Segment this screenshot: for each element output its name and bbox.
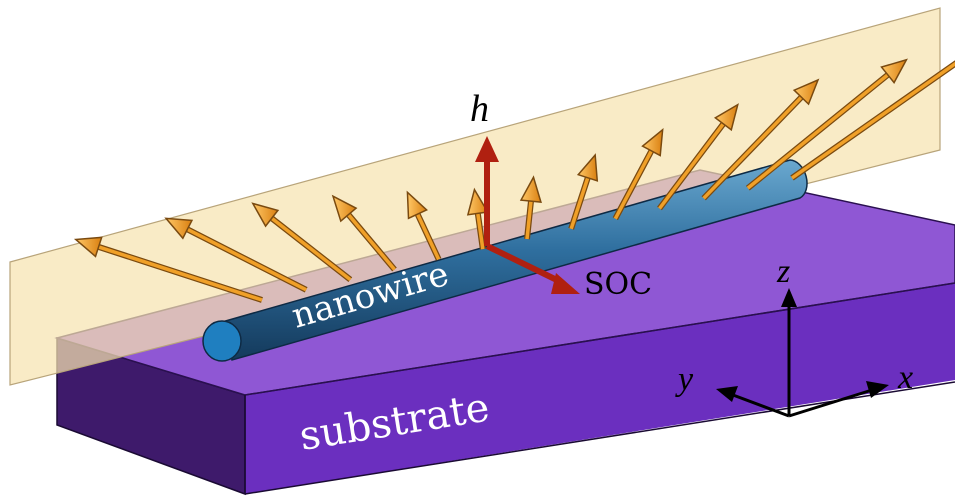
spin-arrow <box>466 187 489 250</box>
spin-arrow <box>331 194 397 272</box>
coordinate-axes <box>716 288 889 418</box>
label-soc: SOC <box>584 267 652 302</box>
spin-arrow <box>164 217 308 293</box>
label-axis-x: x <box>897 359 913 396</box>
spin-arrow <box>251 202 353 283</box>
z-axis-arrowhead <box>781 288 797 307</box>
spin-arrow <box>790 60 955 181</box>
x-axis-arrowhead <box>866 381 889 398</box>
spin-arrow <box>612 127 664 221</box>
label-axis-z: z <box>776 253 790 290</box>
spin-arrow <box>73 236 263 303</box>
soc-arrow <box>485 243 580 294</box>
nanowire-end-cap <box>202 320 242 362</box>
spin-arrows <box>73 58 955 303</box>
spin-arrow <box>568 153 599 230</box>
spin-arrow <box>657 103 739 211</box>
label-axis-y: y <box>675 361 694 398</box>
label-field-h: h <box>470 88 489 130</box>
field-arrow <box>475 136 499 246</box>
spin-arrow <box>519 175 542 240</box>
spin-arrow <box>406 190 442 261</box>
y-axis-arrowhead <box>716 386 738 402</box>
spin-arrow <box>745 58 908 191</box>
spin-arrow <box>701 78 820 201</box>
